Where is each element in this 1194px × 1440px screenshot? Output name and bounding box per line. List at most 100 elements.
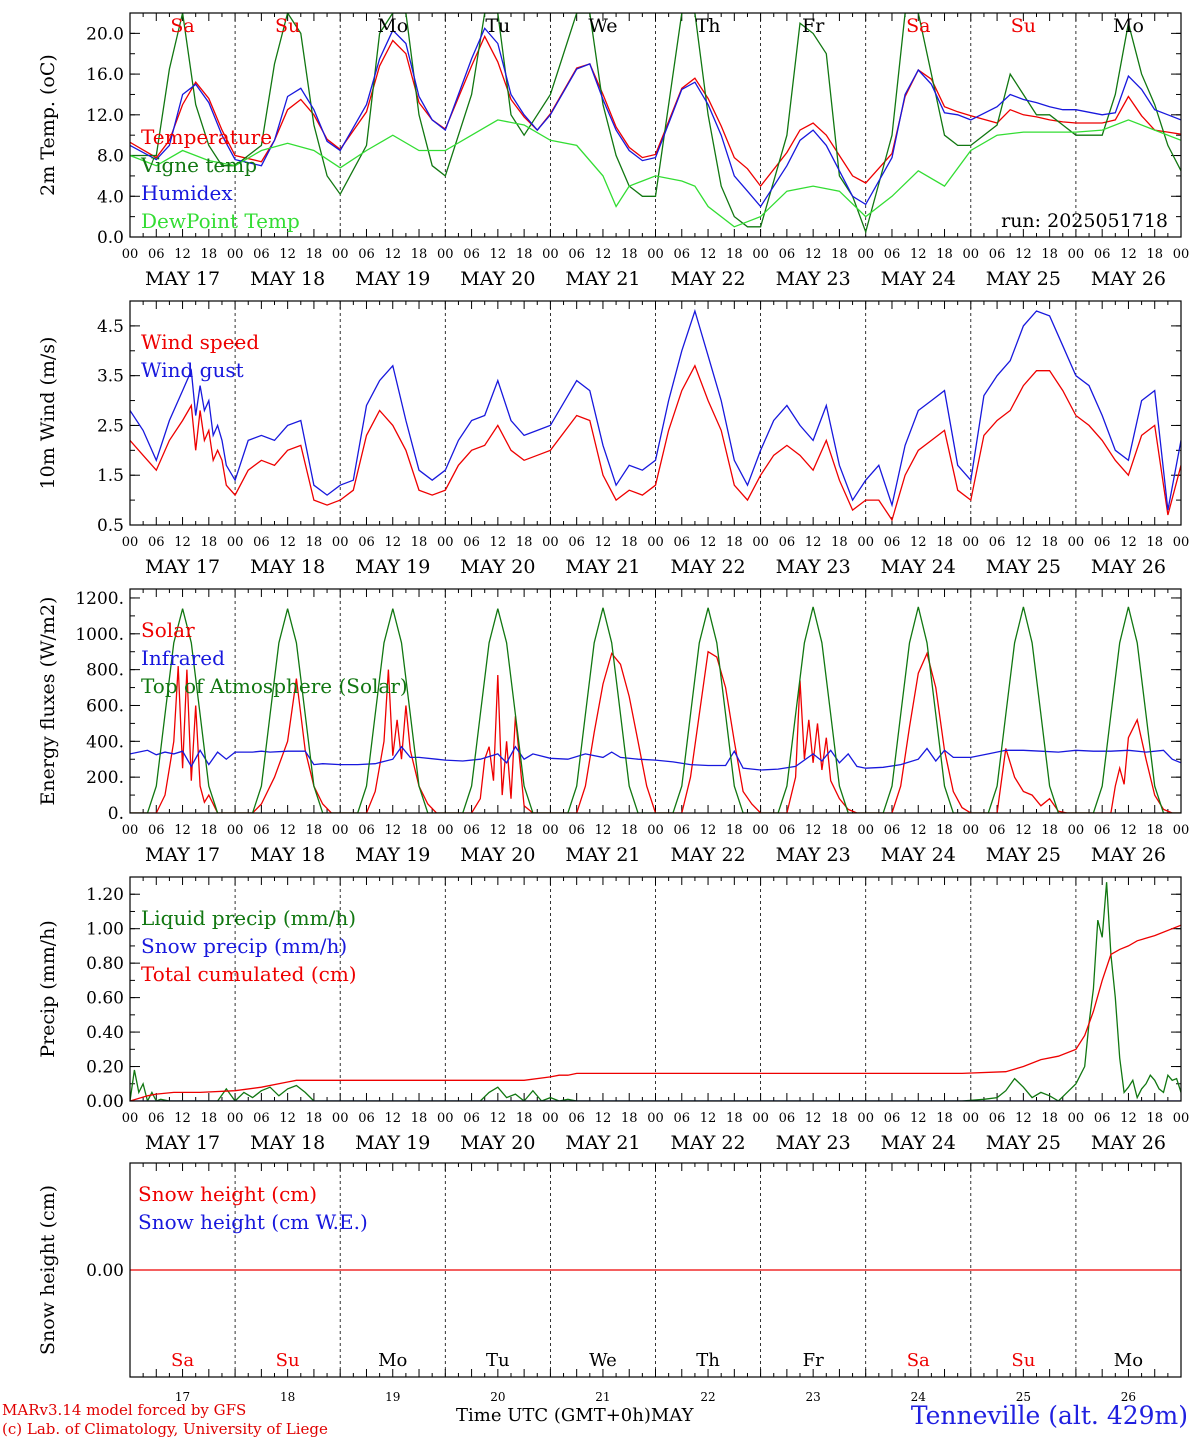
hour-tick-label: 00 <box>122 823 139 838</box>
legend: Solar Infrared Top of Atmosphere (Solar) <box>141 618 408 698</box>
date-label: MAY 17 <box>145 844 220 866</box>
legend-item: Wind speed <box>141 330 259 354</box>
day-number-label: 26 <box>1121 1390 1136 1404</box>
legend-item: Snow height (cm) <box>138 1182 317 1206</box>
hour-tick-label: 06 <box>568 1111 585 1126</box>
date-label: MAY 21 <box>565 1132 640 1154</box>
date-label: MAY 18 <box>250 1132 325 1154</box>
hour-tick-label: 00 <box>1068 823 1085 838</box>
date-label: MAY 25 <box>986 1132 1061 1154</box>
hour-tick-label: 00 <box>647 247 664 262</box>
hour-tick-label: 12 <box>910 535 927 550</box>
plot-frame <box>129 300 1182 526</box>
hour-tick-label: 00 <box>1068 1111 1085 1126</box>
hour-tick-label: 00 <box>332 1111 349 1126</box>
hour-tick-label: 00 <box>1068 247 1085 262</box>
hour-tick-label: 12 <box>279 247 296 262</box>
hour-tick-label: 12 <box>1015 1111 1032 1126</box>
y-axis-label: 2m Temp. (oC) <box>37 54 59 196</box>
weekday-label: Th <box>696 15 721 37</box>
hour-tick-label: 12 <box>595 1111 612 1126</box>
hour-tick-label: 12 <box>595 535 612 550</box>
y-tick-label: 0.00 <box>86 1092 124 1112</box>
y-tick-label: 1.20 <box>86 885 124 905</box>
hour-tick-label: 18 <box>621 247 638 262</box>
day-number-label: 24 <box>911 1390 927 1404</box>
hour-tick-label: 06 <box>884 535 901 550</box>
day-number-label: 19 <box>385 1390 400 1404</box>
hour-tick-label: 00 <box>752 1111 769 1126</box>
date-label: MAY 24 <box>881 1132 956 1154</box>
y-tick-label: 12.0 <box>86 106 124 126</box>
hour-tick-label: 12 <box>805 535 822 550</box>
hour-tick-label: 12 <box>279 823 296 838</box>
day-number-label: 22 <box>700 1390 715 1404</box>
hour-tick-label: 18 <box>201 1111 218 1126</box>
date-label: MAY 26 <box>1091 1132 1166 1154</box>
weekday-label: We <box>589 1350 617 1371</box>
hour-tick-label: 06 <box>568 535 585 550</box>
date-label: MAY 24 <box>881 268 956 290</box>
y-tick-label: 0.00 <box>86 1261 124 1281</box>
hour-tick-label: 06 <box>568 247 585 262</box>
hour-tick-label: 18 <box>516 247 533 262</box>
legend-item: Total cumulated (cm) <box>141 962 357 986</box>
hour-tick-label: 06 <box>674 823 691 838</box>
hour-tick-label: 06 <box>884 247 901 262</box>
hour-tick-label: 18 <box>411 247 428 262</box>
hour-tick-label: 12 <box>700 247 717 262</box>
hour-tick-label: 06 <box>1094 535 1111 550</box>
y-tick-label: 400. <box>86 732 124 752</box>
y-axis-label: Snow height (cm) <box>37 1185 59 1355</box>
hour-tick-label: 18 <box>1041 247 1058 262</box>
hour-tick-label: 00 <box>227 535 244 550</box>
hour-tick-label: 18 <box>516 1111 533 1126</box>
hour-tick-label: 18 <box>621 535 638 550</box>
series-liquid-precip-mm-h- <box>130 882 1181 1101</box>
y-axis-label: 10m Wind (m/s) <box>37 337 59 490</box>
date-label: MAY 19 <box>355 1132 430 1154</box>
hour-tick-label: 12 <box>1120 823 1137 838</box>
hour-tick-label: 18 <box>201 247 218 262</box>
series-vigne-temp <box>130 13 1181 235</box>
panel-energy: 0. 200. 400. 600. 800. 1000. 1200. Energy fluxe… <box>37 588 1190 866</box>
hour-tick-label: 06 <box>148 823 165 838</box>
date-label: MAY 22 <box>670 844 745 866</box>
date-label: MAY 20 <box>460 556 535 578</box>
weekday-label: Su <box>1011 1350 1035 1371</box>
weekday-label: Mo <box>377 15 408 37</box>
hour-tick-label: 00 <box>1173 823 1190 838</box>
hour-tick-label: 06 <box>358 247 375 262</box>
hour-tick-label: 00 <box>437 1111 454 1126</box>
hour-tick-label: 00 <box>332 247 349 262</box>
legend: Snow height (cm) Snow height (cm W.E.) <box>138 1182 368 1234</box>
date-label: MAY 23 <box>776 844 851 866</box>
date-label: MAY 25 <box>986 556 1061 578</box>
hour-tick-label: 06 <box>253 535 270 550</box>
date-label: MAY 24 <box>881 844 956 866</box>
y-tick-label: 600. <box>86 696 124 716</box>
date-label: MAY 21 <box>565 844 640 866</box>
hour-tick-label: 00 <box>857 535 874 550</box>
hour-tick-label: 12 <box>1015 823 1032 838</box>
hour-tick-label: 12 <box>1120 1111 1137 1126</box>
hour-tick-label: 18 <box>516 823 533 838</box>
hour-tick-label: 18 <box>831 535 848 550</box>
panel-precip: 0.00 0.20 0.40 0.60 0.80 1.00 1.20 Precip (mm/h… <box>37 876 1189 1154</box>
hour-tick-label: 18 <box>516 535 533 550</box>
hour-tick-label: 18 <box>831 1111 848 1126</box>
hour-tick-label: 12 <box>490 1111 507 1126</box>
hour-tick-label: 18 <box>936 247 953 262</box>
hour-tick-label: 18 <box>1041 1111 1058 1126</box>
hour-tick-label: 00 <box>437 535 454 550</box>
hour-tick-label: 12 <box>700 535 717 550</box>
panel-temp: 0.0 4.0 8.0 12.0 16.0 20.0 2m Temp. (oC) Temper… <box>37 12 1189 290</box>
hour-tick-label: 18 <box>621 1111 638 1126</box>
date-label: MAY 20 <box>460 844 535 866</box>
hour-tick-label: 12 <box>910 823 927 838</box>
hour-tick-label: 00 <box>437 823 454 838</box>
weekday-label: Su <box>1011 15 1036 37</box>
